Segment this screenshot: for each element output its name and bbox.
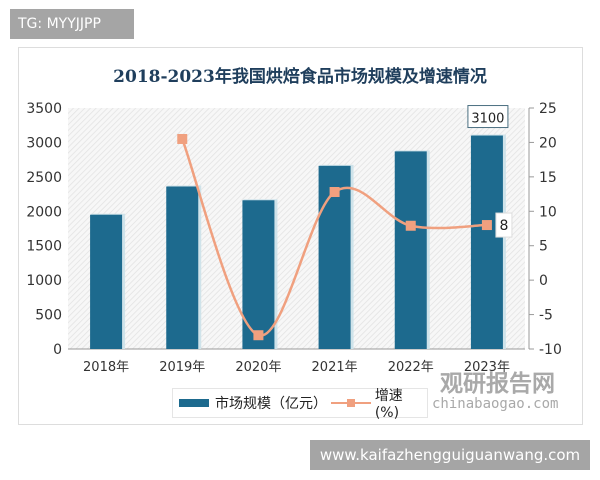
legend-line-label: 增速(%)	[374, 388, 403, 421]
growth-marker	[405, 220, 416, 231]
watermark-domain: chinabaogao.com	[432, 396, 559, 412]
growth-marker	[253, 330, 264, 341]
right-tick-label: -5	[539, 308, 553, 324]
x-tick-label: 2022年	[388, 360, 434, 375]
legend-bar-swatch	[179, 399, 209, 407]
url-banner: www.kaifazhengguiguanwang.com	[310, 440, 590, 470]
right-tick-label: 15	[539, 170, 557, 186]
left-tick-label: 3500	[26, 101, 62, 117]
left-tick-label: 1000	[26, 273, 62, 289]
growth-marker	[481, 220, 492, 231]
chart-title: 2018-2023年我国烘焙食品市场规模及增速情况	[113, 67, 487, 87]
right-tick-label: 5	[539, 239, 548, 255]
left-tick-label: 2500	[26, 170, 62, 186]
left-tick-label: 0	[53, 342, 62, 358]
right-tick-label: 10	[539, 204, 557, 220]
left-tick-label: 3000	[26, 135, 62, 151]
right-tick-label: 20	[539, 135, 557, 151]
bar	[166, 186, 199, 349]
left-tick-label: 1500	[26, 239, 62, 255]
x-tick-label: 2023年	[464, 360, 510, 375]
bar-data-label-box	[467, 105, 509, 129]
bar	[470, 135, 503, 349]
bar	[90, 214, 123, 349]
bar	[242, 200, 275, 349]
bar-data-label: 3100	[471, 112, 504, 127]
growth-marker	[177, 133, 188, 144]
chart-frame	[18, 47, 583, 425]
x-tick-label: 2020年	[235, 360, 281, 375]
x-tick-label: 2018年	[83, 360, 129, 375]
legend-line-swatch	[330, 399, 371, 407]
line-data-label: 8	[499, 218, 508, 234]
line-data-label-box	[495, 212, 513, 238]
right-tick-label: -10	[539, 342, 562, 358]
x-tick-label: 2019年	[159, 360, 205, 375]
tag-label: TG: MYYJJPP	[10, 9, 134, 39]
plot-area	[68, 108, 525, 349]
left-tick-label: 500	[35, 308, 62, 324]
left-tick-label: 2000	[26, 204, 62, 220]
legend: 市场规模（亿元） 增速(%)	[172, 388, 428, 421]
right-tick-label: 25	[539, 101, 557, 117]
right-tick-label: 0	[539, 273, 548, 289]
legend-bar-label: 市场规模（亿元）	[214, 396, 327, 412]
bar	[394, 151, 427, 349]
watermark-logo-text: 观研报告网	[440, 371, 555, 397]
growth-marker	[329, 187, 340, 198]
x-tick-label: 2021年	[312, 360, 358, 375]
